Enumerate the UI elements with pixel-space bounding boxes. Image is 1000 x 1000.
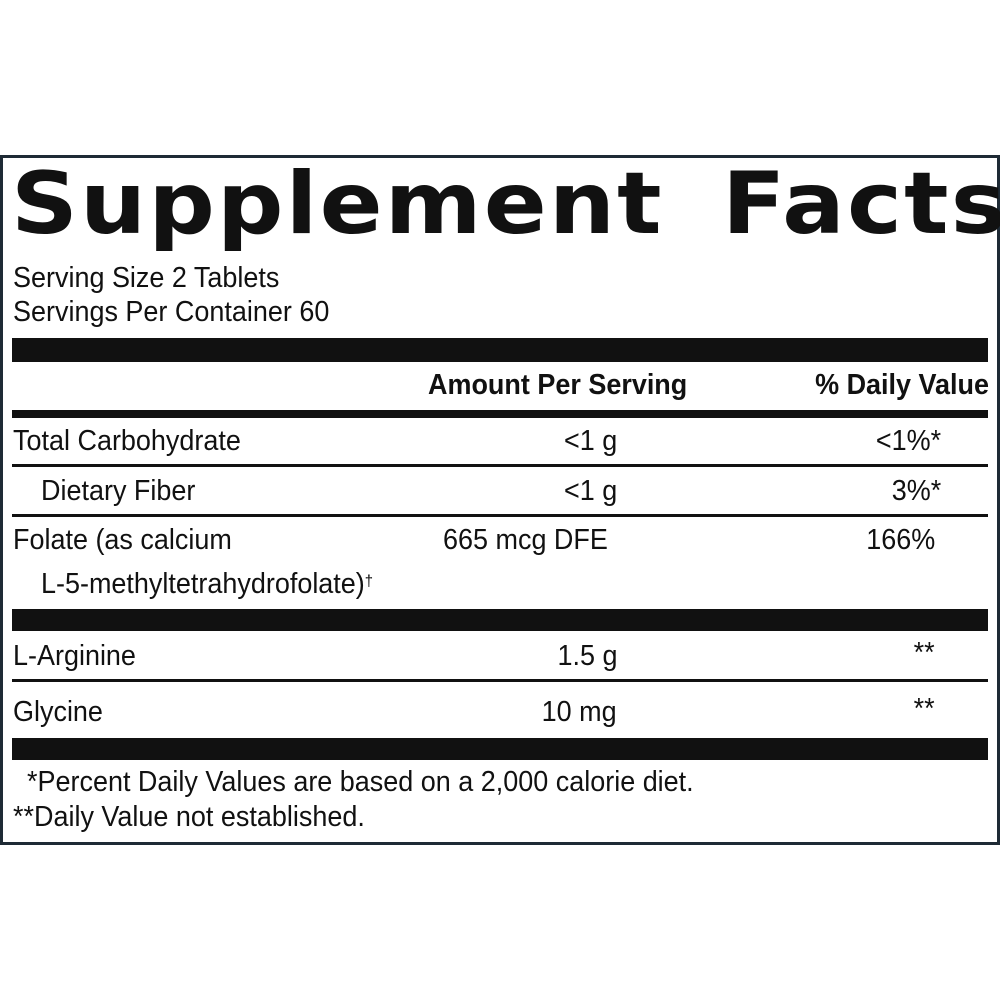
servings-per-container: Servings Per Container 60 xyxy=(13,296,330,328)
row-name-total-carbohydrate: Total Carbohydrate xyxy=(13,425,241,457)
row-dv-total-carbohydrate: <1%* xyxy=(875,425,941,457)
header-daily-value: % Daily Value xyxy=(815,369,989,401)
row-amount-glycine: 10 mg xyxy=(542,696,617,728)
row-name-folate: Folate (as calcium xyxy=(13,524,232,556)
row-divider xyxy=(12,679,988,682)
serving-size: Serving Size 2 Tablets xyxy=(13,262,280,294)
footnote-percent-daily: *Percent Daily Values are based on a 2,0… xyxy=(27,766,694,798)
row-amount-folate: 665 mcg DFE xyxy=(443,524,608,556)
thick-divider xyxy=(12,338,988,362)
row-divider xyxy=(12,464,988,467)
row-name-l-arginine: L-Arginine xyxy=(13,640,136,672)
header-amount: Amount Per Serving xyxy=(428,369,688,401)
thick-divider xyxy=(12,738,988,760)
dagger-mark: † xyxy=(364,573,374,590)
row-name-glycine: Glycine xyxy=(13,696,103,728)
panel-title: Supplement Facts xyxy=(11,154,1000,254)
row-dv-folate: 166% xyxy=(866,524,935,556)
footnote-not-established: **Daily Value not established. xyxy=(13,801,365,833)
folate-form: L-5-methyltetrahydrofolate) xyxy=(41,568,365,600)
thick-divider xyxy=(12,609,988,631)
row-name-folate-line2: L-5-methyltetrahydrofolate)† xyxy=(41,567,373,601)
row-amount-dietary-fiber: <1 g xyxy=(563,475,617,507)
row-divider xyxy=(12,514,988,517)
medium-divider xyxy=(12,410,988,418)
row-name-dietary-fiber: Dietary Fiber xyxy=(41,475,196,507)
row-dv-glycine: ** xyxy=(914,693,935,725)
row-dv-l-arginine: ** xyxy=(914,637,935,669)
row-dv-dietary-fiber: 3%* xyxy=(891,475,941,507)
supplement-facts-panel: Supplement Facts Serving Size 2 Tablets … xyxy=(0,154,1000,845)
row-amount-l-arginine: 1.5 g xyxy=(557,640,617,672)
row-amount-total-carbohydrate: <1 g xyxy=(563,425,617,457)
